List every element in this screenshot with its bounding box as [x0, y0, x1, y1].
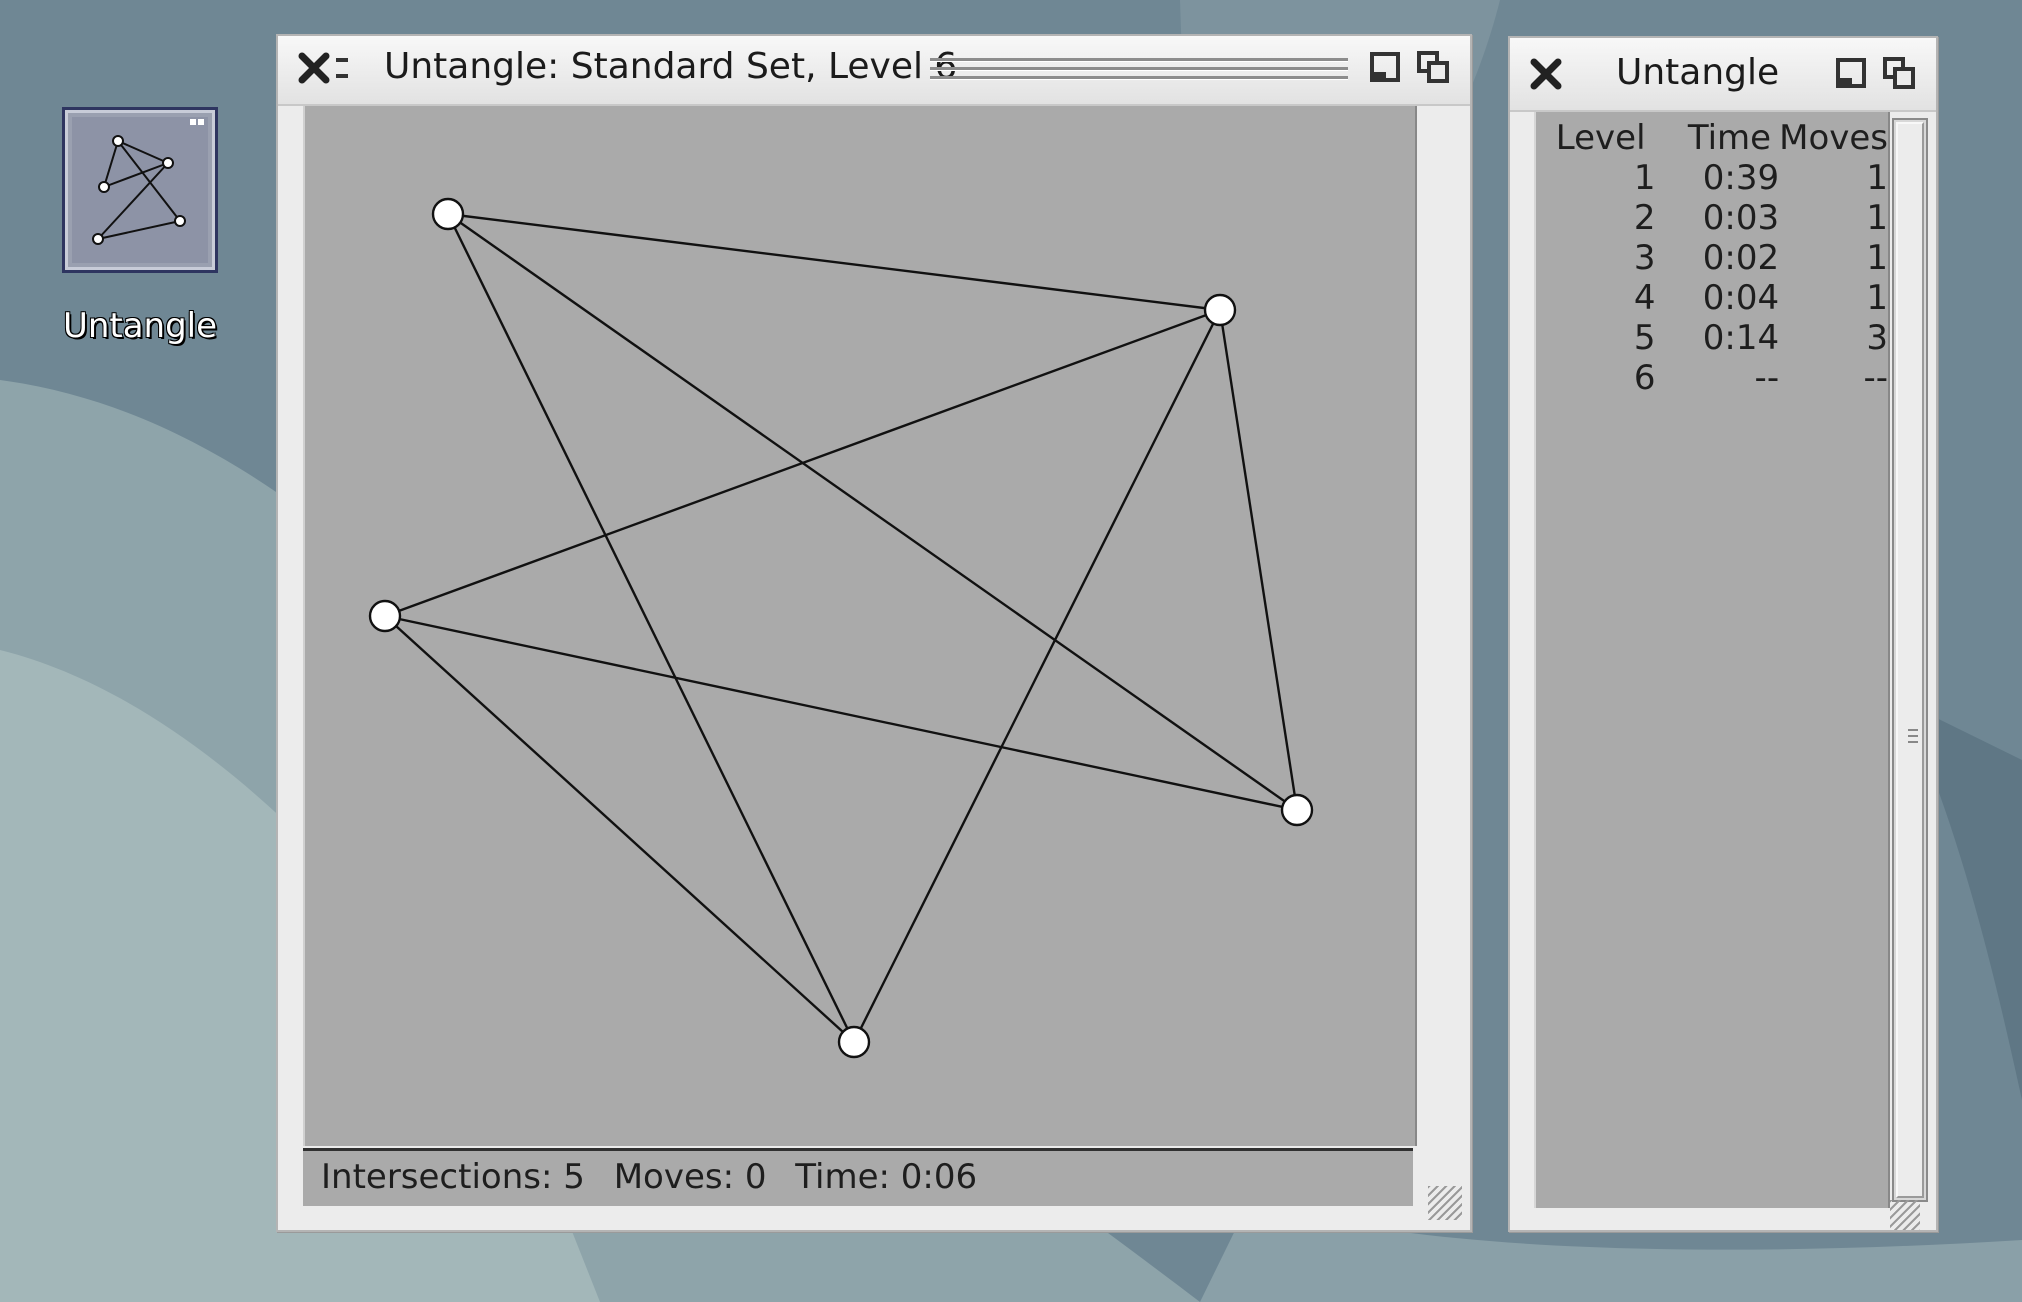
puzzle-board[interactable] [303, 106, 1417, 1146]
elapsed-time: Time: 0:06 [795, 1157, 978, 1197]
row-moves: 1 [1866, 278, 1888, 318]
iconify-icon[interactable] [1834, 56, 1870, 92]
row-time: 0:02 [1702, 238, 1780, 278]
untangle-app-icon [62, 107, 218, 273]
score-window: Untangle Level Time Moves 1 0:39 [1508, 36, 1938, 1232]
desktop-icon-untangle[interactable]: Untangle [58, 107, 222, 346]
graph-canvas[interactable] [305, 106, 1415, 1146]
score-row[interactable]: 6 -- -- [1550, 358, 1888, 398]
score-table: Level Time Moves 1 0:39 1 2 0:03 1 3 [1550, 118, 1888, 398]
row-time: -- [1754, 358, 1780, 398]
graph-vertex[interactable] [431, 197, 465, 231]
iconify-icon[interactable] [1368, 50, 1404, 86]
row-level: 1 [1633, 158, 1656, 198]
row-level: 2 [1633, 198, 1656, 238]
maximize-icon[interactable] [1882, 56, 1918, 92]
row-moves: 3 [1866, 318, 1888, 358]
resize-grip[interactable] [1428, 1186, 1462, 1220]
titlebar-grip [930, 58, 1348, 84]
game-window-title: Untangle: Standard Set, Level 6 [384, 46, 958, 87]
row-time: 0:04 [1702, 278, 1780, 318]
graph-vertex[interactable] [837, 1025, 871, 1059]
game-window-titlebar[interactable]: Untangle: Standard Set, Level 6 [278, 36, 1470, 106]
status-bar: Intersections: 5 Moves: 0 Time: 0:06 [303, 1148, 1413, 1206]
game-window: Untangle: Standard Set, Level 6 Intersec… [276, 34, 1472, 1232]
row-moves: -- [1863, 358, 1888, 398]
score-row[interactable]: 4 0:04 1 [1550, 278, 1888, 318]
graph-edge [447, 212, 1221, 312]
row-level: 3 [1633, 238, 1656, 278]
score-row[interactable]: 3 0:02 1 [1550, 238, 1888, 278]
score-row[interactable]: 1 0:39 1 [1550, 158, 1888, 198]
score-scrollbar[interactable] [1892, 118, 1928, 1202]
row-level: 6 [1633, 358, 1656, 398]
row-time: 0:14 [1702, 318, 1780, 358]
close-icon[interactable] [296, 50, 332, 86]
graph-edge [447, 213, 1298, 811]
row-time: 0:39 [1702, 158, 1780, 198]
moves-count: Moves: 0 [613, 1157, 767, 1197]
intersections-count: Intersections: 5 [321, 1157, 585, 1197]
header-moves: Moves [1779, 118, 1888, 158]
graph-vertex[interactable] [1280, 793, 1314, 827]
desktop-icon-label: Untangle [62, 306, 218, 346]
row-time: 0:03 [1702, 198, 1780, 238]
graph-edge [852, 309, 1222, 1043]
row-moves: 1 [1866, 158, 1888, 198]
header-level: Level [1555, 118, 1646, 158]
row-moves: 1 [1866, 238, 1888, 278]
score-list[interactable]: Level Time Moves 1 0:39 1 2 0:03 1 3 [1534, 112, 1890, 1208]
graph-edge [446, 213, 856, 1043]
score-row[interactable]: 5 0:14 3 [1550, 318, 1888, 358]
graph-edge [384, 614, 1298, 812]
graph-edge [1218, 309, 1299, 811]
score-window-titlebar[interactable]: Untangle [1510, 38, 1936, 112]
graph-vertex[interactable] [1203, 293, 1237, 327]
row-moves: 1 [1866, 198, 1888, 238]
row-level: 4 [1633, 278, 1656, 318]
maximize-icon[interactable] [1416, 50, 1452, 86]
row-level: 5 [1633, 318, 1656, 358]
score-window-title: Untangle [1616, 52, 1780, 93]
graph-edge [384, 308, 1221, 618]
graph-edge [384, 615, 855, 1043]
score-header-row: Level Time Moves [1550, 118, 1888, 158]
resize-grip[interactable] [1890, 1200, 1920, 1230]
header-time: Time [1687, 118, 1772, 158]
scrollbar-thumb[interactable] [1896, 122, 1924, 1198]
shade-icon[interactable] [334, 50, 352, 86]
close-icon[interactable] [1528, 56, 1564, 92]
score-row[interactable]: 2 0:03 1 [1550, 198, 1888, 238]
graph-vertex[interactable] [368, 599, 402, 633]
